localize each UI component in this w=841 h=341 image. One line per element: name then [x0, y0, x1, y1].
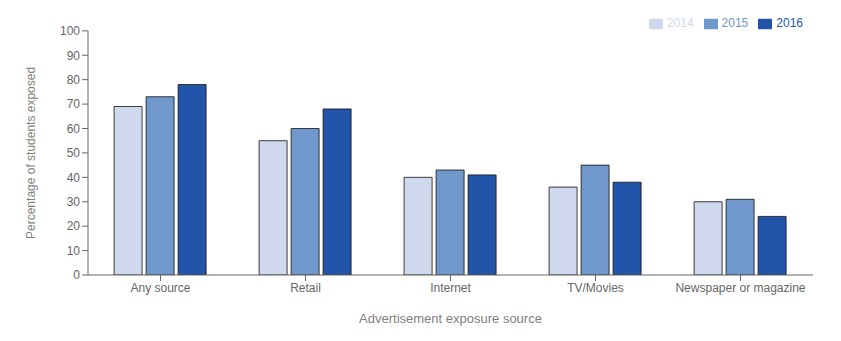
svg-text:100: 100 — [60, 24, 80, 38]
svg-text:Any source: Any source — [130, 281, 190, 295]
svg-text:60: 60 — [67, 122, 81, 136]
svg-text:Internet: Internet — [430, 281, 471, 295]
svg-text:Retail: Retail — [290, 281, 321, 295]
svg-text:10: 10 — [67, 244, 81, 258]
html-text:2016: 2016 — [776, 16, 803, 30]
html-text:2015: 2015 — [721, 16, 749, 30]
svg-text:20: 20 — [67, 219, 81, 233]
svg-text:Newspaper or magazine: Newspaper or magazine — [675, 281, 805, 295]
svg-text:90: 90 — [67, 49, 81, 63]
svg-text:0: 0 — [73, 268, 80, 282]
svg-text:TV/Movies: TV/Movies — [567, 281, 624, 295]
svg-text:Advertisement exposure source: Advertisement exposure source — [359, 311, 542, 326]
html-text:2014: 2014 — [666, 16, 694, 30]
svg-text:40: 40 — [67, 171, 81, 185]
svg-text:Percentage of students exposed: Percentage of students exposed — [24, 67, 38, 239]
svg-text:30: 30 — [67, 195, 81, 209]
svg-text:80: 80 — [67, 73, 81, 87]
svg-text:50: 50 — [67, 146, 81, 160]
svg-text:70: 70 — [67, 97, 81, 111]
